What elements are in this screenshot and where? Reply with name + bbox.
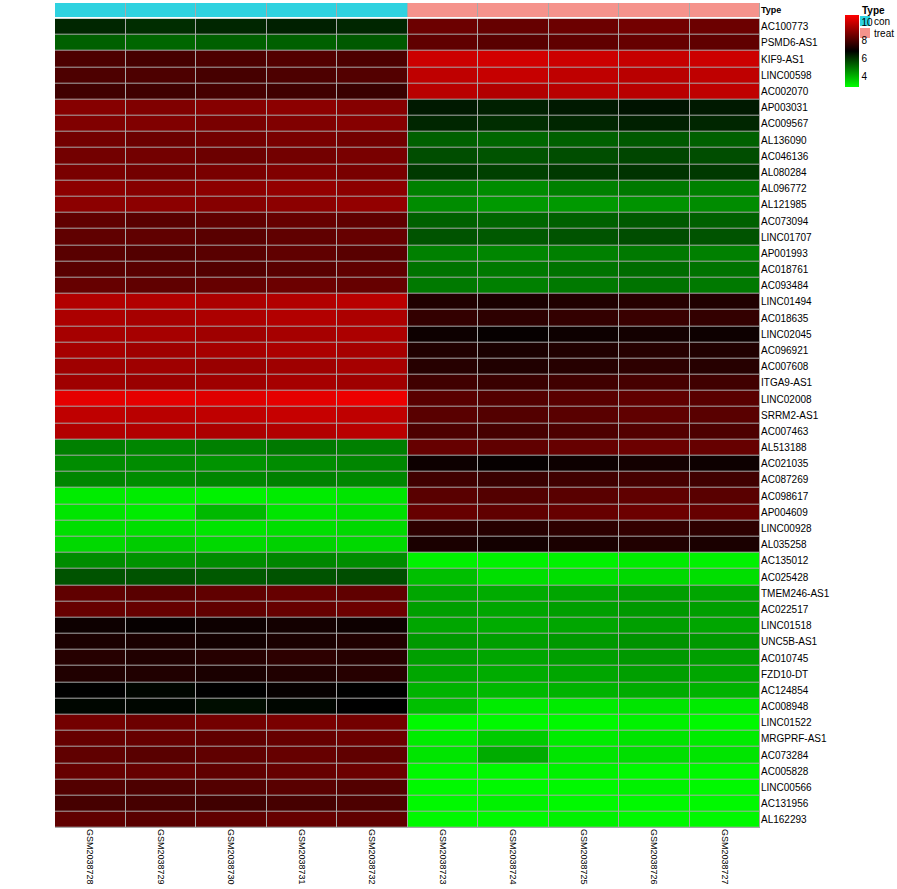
svg-text:AC002070: AC002070 <box>761 86 809 97</box>
svg-text:LINC02008: LINC02008 <box>761 394 812 405</box>
svg-text:GSM2038724: GSM2038724 <box>508 829 518 885</box>
svg-text:AL136090: AL136090 <box>761 135 807 146</box>
svg-text:LINC01518: LINC01518 <box>761 620 812 631</box>
svg-text:AL162293: AL162293 <box>761 814 807 825</box>
svg-text:LINC00566: LINC00566 <box>761 782 812 793</box>
svg-text:SRRM2-AS1: SRRM2-AS1 <box>761 410 819 421</box>
svg-text:6: 6 <box>862 53 868 64</box>
svg-text:MRGPRF-AS1: MRGPRF-AS1 <box>761 733 827 744</box>
svg-text:AC008948: AC008948 <box>761 701 809 712</box>
svg-text:AP004609: AP004609 <box>761 507 808 518</box>
svg-text:Type: Type <box>761 5 781 15</box>
svg-text:GSM2038723: GSM2038723 <box>438 829 448 885</box>
svg-text:GSM2038728: GSM2038728 <box>85 829 95 885</box>
svg-text:Type: Type <box>862 5 885 16</box>
svg-text:AL096772: AL096772 <box>761 183 807 194</box>
svg-text:AC005828: AC005828 <box>761 766 809 777</box>
svg-text:con: con <box>874 16 890 27</box>
svg-text:AC124854: AC124854 <box>761 685 809 696</box>
svg-text:GSM2038732: GSM2038732 <box>367 829 377 885</box>
svg-text:10: 10 <box>862 17 874 28</box>
svg-text:KIF9-AS1: KIF9-AS1 <box>761 54 805 65</box>
svg-text:AC087269: AC087269 <box>761 474 809 485</box>
svg-text:PSMD6-AS1: PSMD6-AS1 <box>761 37 818 48</box>
svg-text:AC007608: AC007608 <box>761 361 809 372</box>
svg-text:AC021035: AC021035 <box>761 458 809 469</box>
svg-text:AC100773: AC100773 <box>761 21 809 32</box>
svg-text:LINC01707: LINC01707 <box>761 232 812 243</box>
svg-text:AC131956: AC131956 <box>761 798 809 809</box>
svg-text:AC018761: AC018761 <box>761 264 809 275</box>
svg-text:AL035258: AL035258 <box>761 539 807 550</box>
svg-text:AC009567: AC009567 <box>761 118 809 129</box>
svg-text:AC010745: AC010745 <box>761 653 809 664</box>
svg-text:8: 8 <box>862 35 868 46</box>
svg-text:AC098617: AC098617 <box>761 491 809 502</box>
svg-text:AC073284: AC073284 <box>761 750 809 761</box>
svg-text:LINC02045: LINC02045 <box>761 329 812 340</box>
svg-text:GSM2038727: GSM2038727 <box>720 829 730 885</box>
svg-text:GSM2038726: GSM2038726 <box>649 829 659 885</box>
svg-text:LINC01494: LINC01494 <box>761 296 812 307</box>
svg-text:UNC5B-AS1: UNC5B-AS1 <box>761 636 818 647</box>
svg-text:AC093484: AC093484 <box>761 280 809 291</box>
svg-text:AC018635: AC018635 <box>761 313 809 324</box>
svg-text:AL513188: AL513188 <box>761 442 807 453</box>
svg-text:AC007463: AC007463 <box>761 426 809 437</box>
svg-text:AL121985: AL121985 <box>761 199 807 210</box>
svg-text:AC135012: AC135012 <box>761 555 809 566</box>
svg-text:AP003031: AP003031 <box>761 102 808 113</box>
svg-text:LINC01522: LINC01522 <box>761 717 812 728</box>
svg-text:AC022517: AC022517 <box>761 604 809 615</box>
svg-text:LINC00598: LINC00598 <box>761 70 812 81</box>
svg-text:AC096921: AC096921 <box>761 345 809 356</box>
svg-text:AC073094: AC073094 <box>761 216 809 227</box>
svg-text:AP001993: AP001993 <box>761 248 808 259</box>
svg-text:AC046136: AC046136 <box>761 151 809 162</box>
svg-text:FZD10-DT: FZD10-DT <box>761 669 808 680</box>
svg-text:ITGA9-AS1: ITGA9-AS1 <box>761 377 813 388</box>
svg-text:TMEM246-AS1: TMEM246-AS1 <box>761 588 830 599</box>
svg-text:4: 4 <box>862 71 868 82</box>
svg-text:AL080284: AL080284 <box>761 167 807 178</box>
svg-text:GSM2038729: GSM2038729 <box>156 829 166 885</box>
svg-text:GSM2038731: GSM2038731 <box>297 829 307 885</box>
svg-text:LINC00928: LINC00928 <box>761 523 812 534</box>
svg-text:GSM2038725: GSM2038725 <box>579 829 589 885</box>
svg-text:AC025428: AC025428 <box>761 572 809 583</box>
svg-text:treat: treat <box>874 28 894 39</box>
svg-text:GSM2038730: GSM2038730 <box>226 829 236 885</box>
